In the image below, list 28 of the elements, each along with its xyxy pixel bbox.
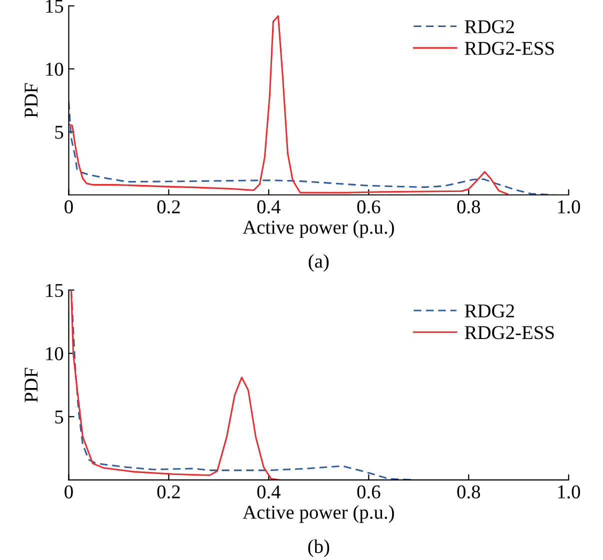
x-tick-label: 0.8 — [457, 200, 480, 214]
y-tick-label: 10 — [46, 62, 64, 76]
text: (b) — [308, 539, 330, 558]
x-tick-label: 1.0 — [558, 200, 580, 214]
y-tick-label: 5 — [55, 126, 64, 139]
y-tick-label: 10 — [46, 347, 64, 360]
x-tick-label: 0 — [64, 200, 73, 214]
text: (a) — [308, 254, 329, 272]
x-tick-label: 0.4 — [257, 200, 281, 214]
x-tick-label: 0.8 — [457, 485, 480, 499]
y-tick-label: 15 — [46, 0, 64, 13]
x-axis-title: Active power (p.u.) — [242, 220, 394, 238]
legend-label: RDG2-ESS — [464, 326, 554, 340]
x-tick-label: 1.0 — [558, 485, 580, 499]
x-tick-label: 0.6 — [357, 485, 380, 499]
y-axis-title: PDF — [24, 368, 38, 402]
x-tick-label: 0 — [64, 485, 73, 498]
x-tick-label: 0.2 — [157, 200, 180, 214]
y-tick-label: 15 — [46, 284, 64, 298]
x-tick-label: 0.6 — [357, 200, 380, 214]
legend-label: RDG2 — [464, 20, 514, 34]
x-tick-label: 0.2 — [157, 485, 180, 499]
x-tick-label: 0.4 — [257, 485, 281, 499]
y-tick-label: 5 — [55, 410, 64, 424]
x-axis-title: Active power (p.u.) — [242, 505, 394, 523]
legend-label: RDG2-ESS — [464, 42, 554, 55]
y-axis-title: PDF — [24, 83, 38, 118]
legend-label: RDG2 — [464, 304, 514, 318]
